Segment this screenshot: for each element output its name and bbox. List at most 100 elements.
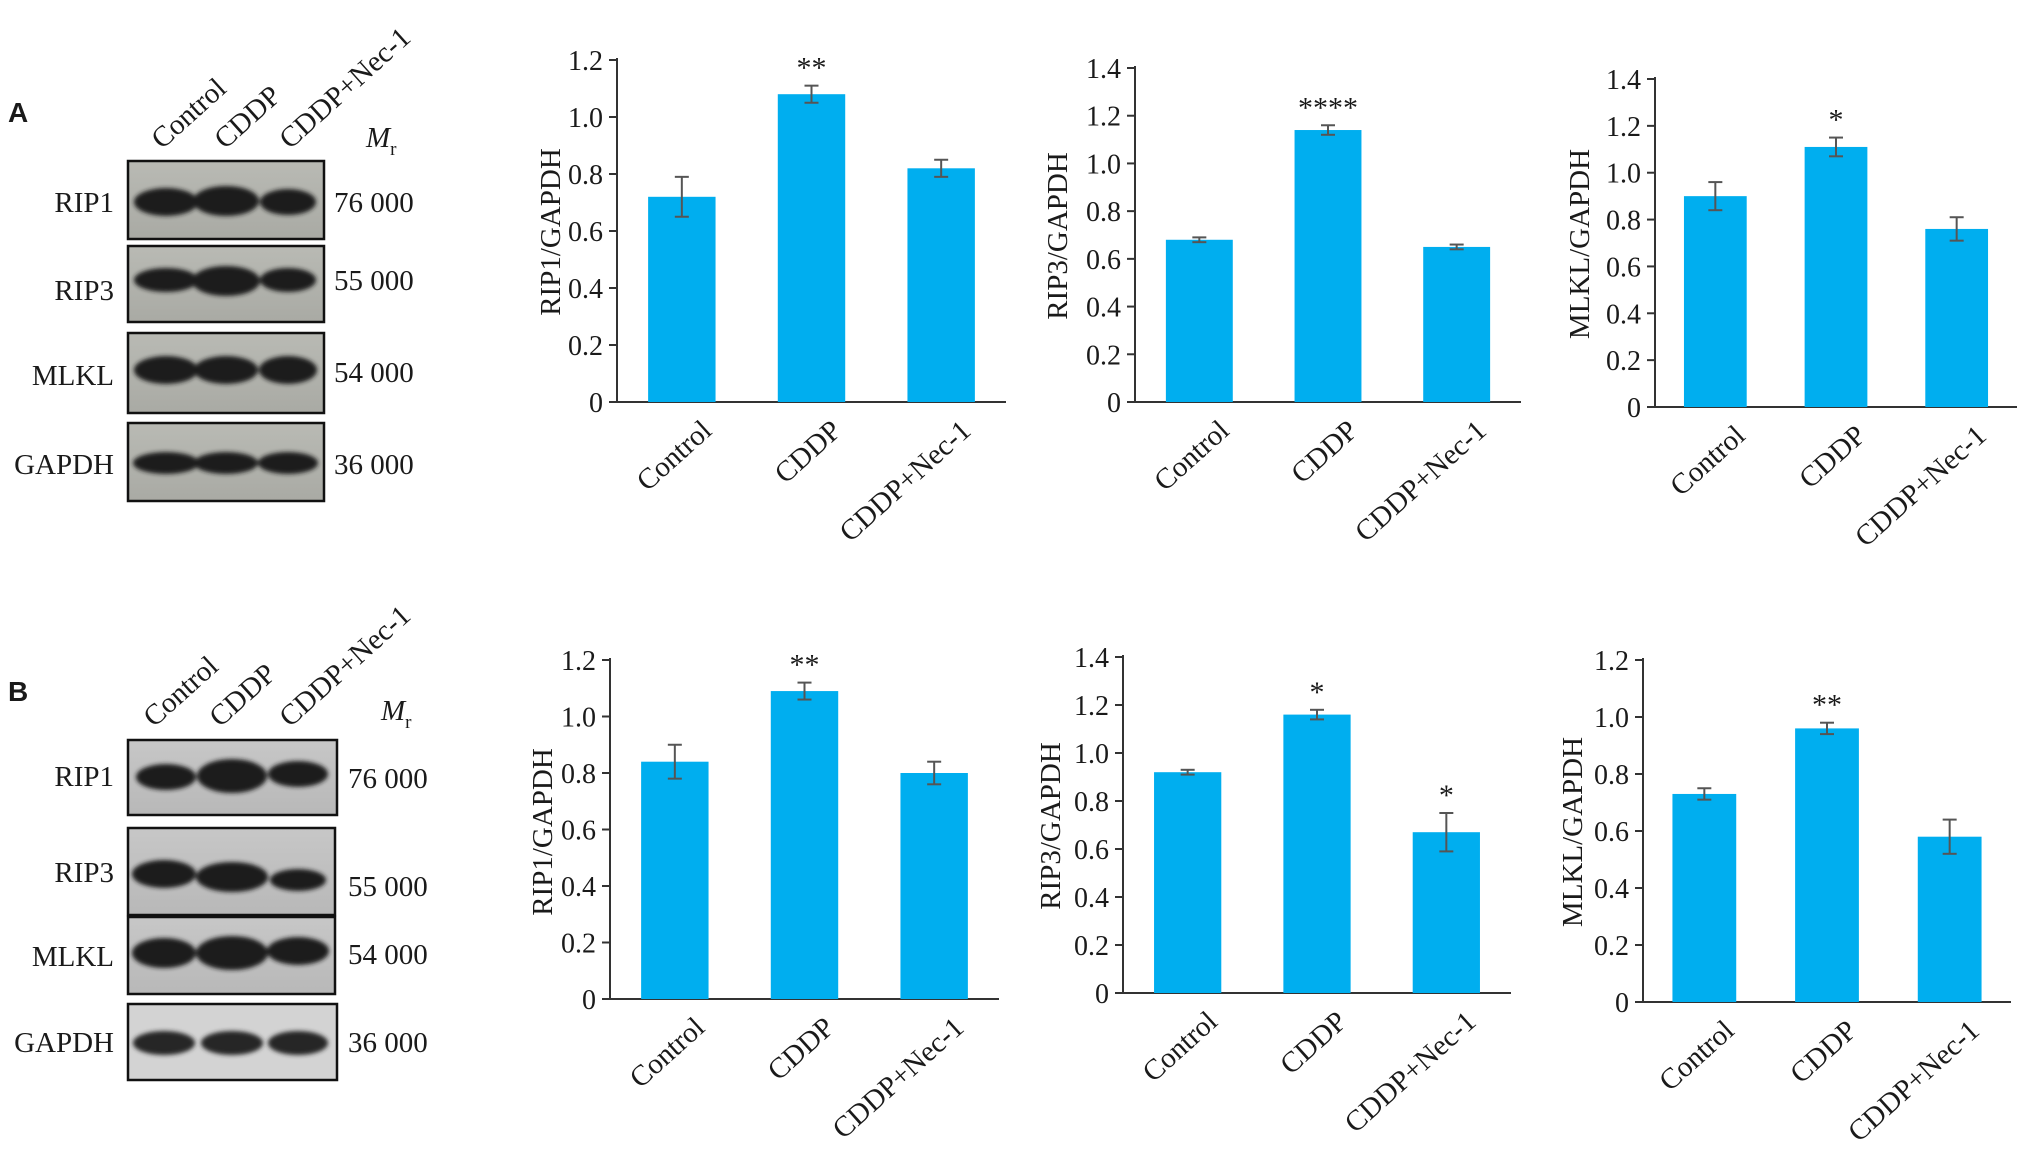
y-axis-label: RIP1/GAPDH xyxy=(527,748,559,916)
x-tick-label: Control xyxy=(1136,1005,1223,1088)
y-tick-label: 0 xyxy=(1615,988,1629,1019)
bar xyxy=(1925,228,1989,407)
y-tick-label: 1.4 xyxy=(1086,54,1121,85)
band xyxy=(196,936,268,970)
bar xyxy=(1423,246,1491,402)
blot-protein-label: RIP3 xyxy=(54,275,114,307)
band xyxy=(134,268,198,292)
blot-protein-label: MLKL xyxy=(32,360,114,392)
band xyxy=(268,761,328,787)
blot-bands xyxy=(132,936,329,970)
y-tick-label: 0.6 xyxy=(568,217,603,248)
y-axis-label: RIP3/GAPDH xyxy=(1042,152,1074,320)
bar xyxy=(641,761,709,999)
y-tick-label: 1.0 xyxy=(1594,703,1629,734)
band xyxy=(201,1031,263,1055)
band xyxy=(132,938,196,968)
y-tick-label: 0.4 xyxy=(568,274,603,305)
bar xyxy=(1804,146,1868,407)
bar xyxy=(1165,239,1233,402)
chart-b-mlkl: 0 0.2 0.4 0.6 0.8 1.0 1.2 MLKL/GAPDH Control ** CD… xyxy=(1557,646,2011,1148)
y-tick-label: 0 xyxy=(1107,388,1121,419)
bar xyxy=(770,691,839,999)
mr-subscript: r xyxy=(405,712,412,733)
bar xyxy=(1294,130,1362,402)
y-tick-label: 0.4 xyxy=(561,872,596,903)
significance-label: * xyxy=(1310,676,1325,709)
blot-row-rip3: RIP3 55 000 xyxy=(54,244,414,324)
bar xyxy=(1795,728,1859,1002)
lane-label-control: Control xyxy=(137,650,224,733)
bar xyxy=(1917,836,1982,1002)
y-tick-label: 0.4 xyxy=(1074,883,1109,914)
blot-row-gapdh: GAPDH 36 000 xyxy=(14,421,414,503)
y-tick-label: 0.2 xyxy=(1074,931,1109,962)
band xyxy=(194,452,258,474)
y-tick-label: 0.4 xyxy=(1594,874,1629,905)
blot-row-gapdh: GAPDH 36 000 xyxy=(14,1002,428,1082)
chart-a-rip3: 0 0.2 0.4 0.6 0.8 1.0 1.2 1.4 RIP3/GAPDH Control *… xyxy=(1042,54,1521,548)
x-tick-label: Control xyxy=(1148,414,1235,497)
band xyxy=(193,186,259,216)
bar xyxy=(1412,832,1480,993)
y-tick-label: 0.6 xyxy=(1074,835,1109,866)
blot-bands xyxy=(133,452,318,474)
x-tick-label: CDDP+Nec-1 xyxy=(1849,419,1993,553)
band xyxy=(192,266,260,296)
chart-a-rip1: 0 0.2 0.4 0.6 0.8 1.0 1.2 RIP1/GAPDH Control ** CD… xyxy=(535,46,1006,548)
lane-label-cddp-nec1: CDDP+Nec-1 xyxy=(273,21,417,155)
chart-b-rip1: 0 0.2 0.4 0.6 0.8 1.0 1.2 RIP1/GAPDH Control ** CD… xyxy=(527,646,999,1145)
y-tick-label: 1.2 xyxy=(1074,691,1109,722)
y-tick-label: 0.2 xyxy=(561,929,596,960)
mr-header: Mr xyxy=(365,122,397,160)
y-tick-label: 0 xyxy=(1627,393,1641,424)
y-tick-label: 0.2 xyxy=(568,331,603,362)
blot-bands xyxy=(134,266,316,296)
y-tick-label: 0.2 xyxy=(1086,340,1121,371)
panel-a: A Control CDDP CDDP+Nec-1 Mr RIP1 76 000… xyxy=(8,21,417,503)
x-tick-label: CDDP xyxy=(762,1011,841,1087)
x-tick-label: CDDP xyxy=(1793,419,1872,495)
band xyxy=(259,356,317,384)
blot-bands xyxy=(134,356,317,384)
blot-row-mlkl: MLKL 54 000 xyxy=(32,331,414,415)
band xyxy=(258,452,318,474)
panel-a-letter: A xyxy=(8,97,28,128)
y-tick-label: 1.2 xyxy=(1606,112,1641,143)
y-tick-label: 1.0 xyxy=(1606,159,1641,190)
blot-mr-value: 55 000 xyxy=(334,265,414,297)
x-tick-label: CDDP+Nec-1 xyxy=(834,414,978,548)
mr-header: Mr xyxy=(380,695,412,733)
x-tick-label: CDDP xyxy=(1784,1014,1863,1090)
chart-a-mlkl: 0 0.2 0.4 0.6 0.8 1.0 1.2 1.4 MLKL/GAPDH Control *… xyxy=(1564,65,2017,553)
bar xyxy=(1154,772,1222,993)
panel-b-letter: B xyxy=(8,676,28,707)
y-tick-label: 1.4 xyxy=(1606,65,1641,96)
blot-row-mlkl: MLKL 54 000 xyxy=(32,915,428,996)
blot-mr-value: 76 000 xyxy=(348,763,428,795)
blot-bands xyxy=(132,860,326,892)
panel-b-lane-labels: Control CDDP CDDP+Nec-1 xyxy=(137,599,417,733)
y-tick-label: 0 xyxy=(582,985,596,1016)
band xyxy=(260,189,316,215)
y-tick-label: 0.8 xyxy=(1086,197,1121,228)
band xyxy=(132,860,196,888)
band xyxy=(133,452,199,474)
x-tick-label: CDDP+Nec-1 xyxy=(1349,414,1493,548)
y-tick-label: 0.8 xyxy=(561,759,596,790)
mr-subscript: r xyxy=(390,139,397,160)
blot-mr-value: 54 000 xyxy=(348,939,428,971)
y-tick-label: 1.0 xyxy=(1074,739,1109,770)
significance-label: * xyxy=(1829,104,1844,137)
blot-bands xyxy=(134,186,316,216)
y-tick-label: 0.6 xyxy=(561,816,596,847)
x-tick-label: Control xyxy=(631,414,718,497)
blot-bands xyxy=(136,759,328,793)
band xyxy=(134,188,198,216)
x-tick-label: Control xyxy=(1664,419,1751,502)
significance-label: ** xyxy=(797,52,827,85)
bar xyxy=(1283,714,1351,993)
y-tick-label: 0.4 xyxy=(1086,293,1121,324)
y-tick-label: 0.6 xyxy=(1594,817,1629,848)
